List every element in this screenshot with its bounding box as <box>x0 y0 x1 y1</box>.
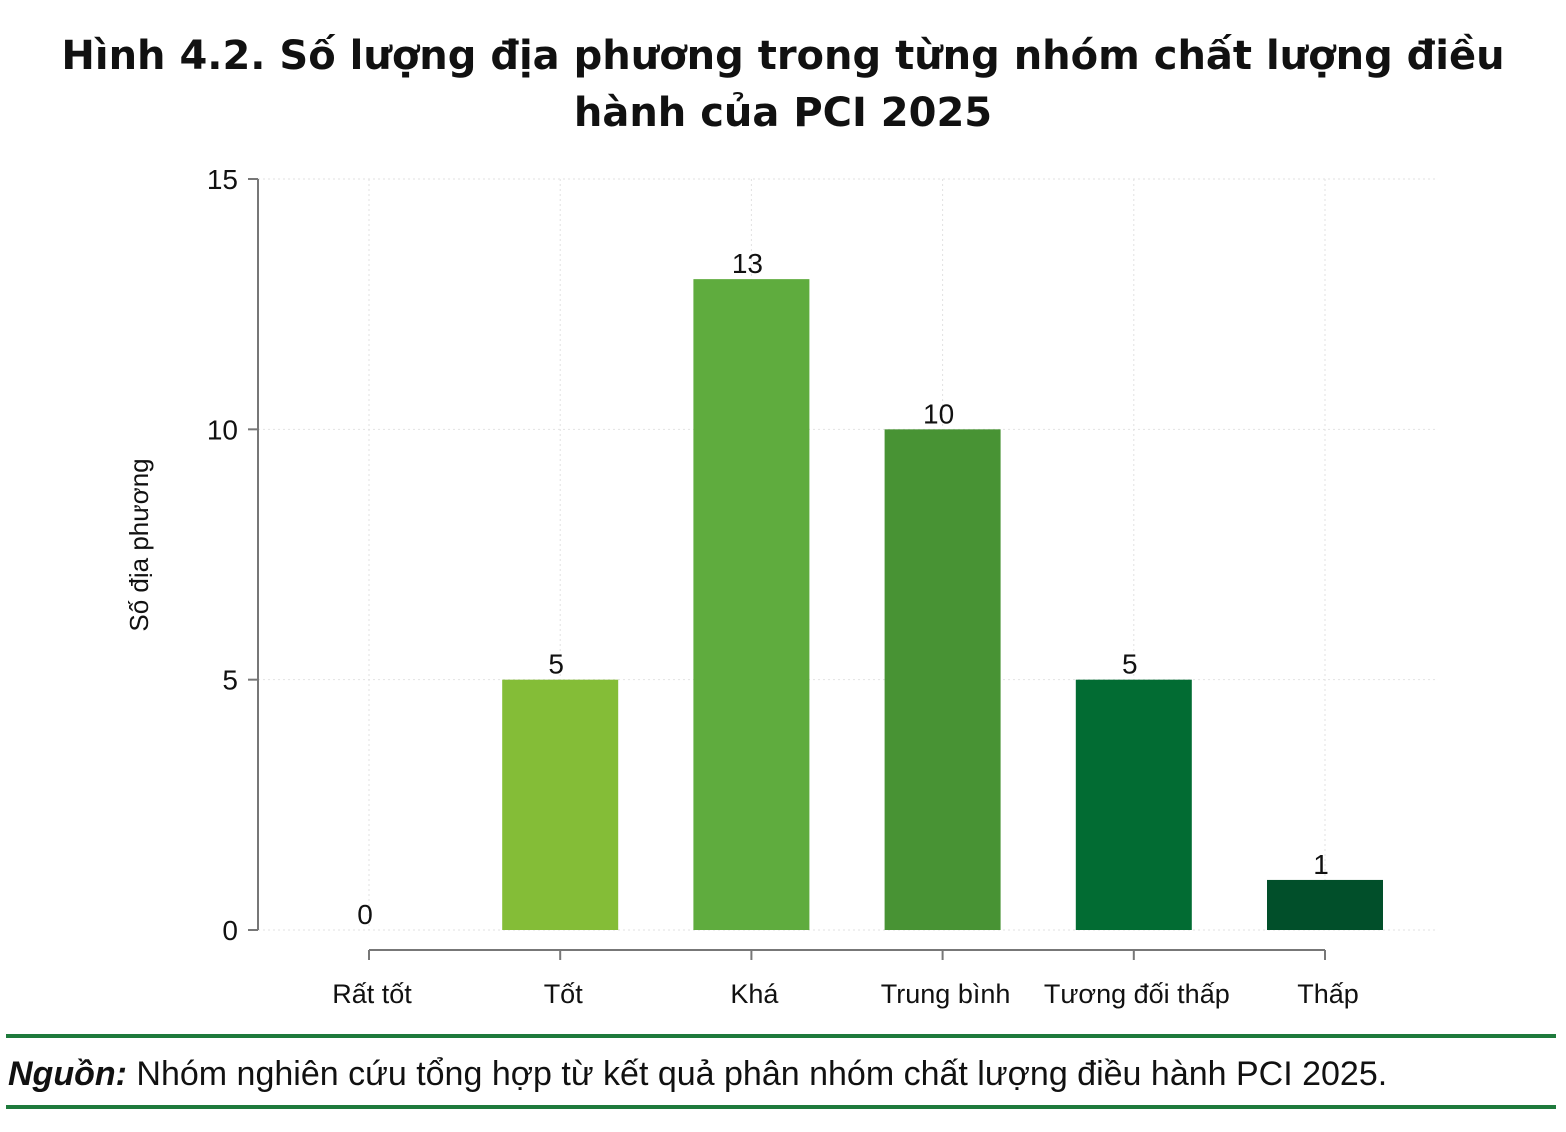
bars <box>502 279 1383 931</box>
bar <box>502 679 619 930</box>
x-tick-label: Tương đối thấp <box>1044 979 1230 1009</box>
bar <box>884 429 1001 930</box>
bar <box>693 279 810 931</box>
x-tick-label: Tốt <box>544 979 584 1009</box>
x-tick-label: Trung bình <box>881 979 1011 1009</box>
y-axis: 0 5 10 15 <box>207 164 259 946</box>
y-tick-label: 0 <box>222 915 238 946</box>
data-labels: 0 5 13 10 5 1 <box>357 248 1329 930</box>
x-tick-label: Rất tốt <box>332 979 412 1009</box>
bar <box>1075 679 1192 930</box>
source-top-rule <box>6 1034 1556 1038</box>
data-label: 1 <box>1313 849 1329 880</box>
grid-lines <box>258 178 1436 931</box>
y-axis-label: Số địa phương <box>124 458 154 631</box>
data-label: 0 <box>357 899 373 930</box>
y-tick-label: 15 <box>207 164 238 195</box>
x-tick-label: Thấp <box>1297 979 1359 1009</box>
chart-title: Hình 4.2. Số lượng địa phương trong từng… <box>61 33 1505 136</box>
data-label: 10 <box>923 398 954 429</box>
y-tick-label: 5 <box>222 665 238 696</box>
data-label: 5 <box>548 649 564 680</box>
x-axis: Rất tốt Tốt Khá Trung bình Tương đối thấp Thấ… <box>332 949 1359 1009</box>
y-tick-label: 10 <box>207 414 238 445</box>
data-label: 13 <box>732 248 763 279</box>
source-label: Nguồn: <box>8 1055 127 1093</box>
bar <box>1267 879 1383 930</box>
source-text: Nhóm nghiên cứu tổng hợp từ kết quả phân… <box>126 1055 1388 1093</box>
x-tick-label: Khá <box>730 979 779 1009</box>
source-note: Nguồn: Nhóm nghiên cứu tổng hợp từ kết q… <box>8 1052 1558 1096</box>
data-label: 5 <box>1122 649 1138 680</box>
source-bottom-rule <box>6 1105 1556 1109</box>
bar-chart: 0 5 13 10 5 1 0 5 10 15 Rất tốt Tốt Khá Trung bình T… <box>124 164 1436 1009</box>
